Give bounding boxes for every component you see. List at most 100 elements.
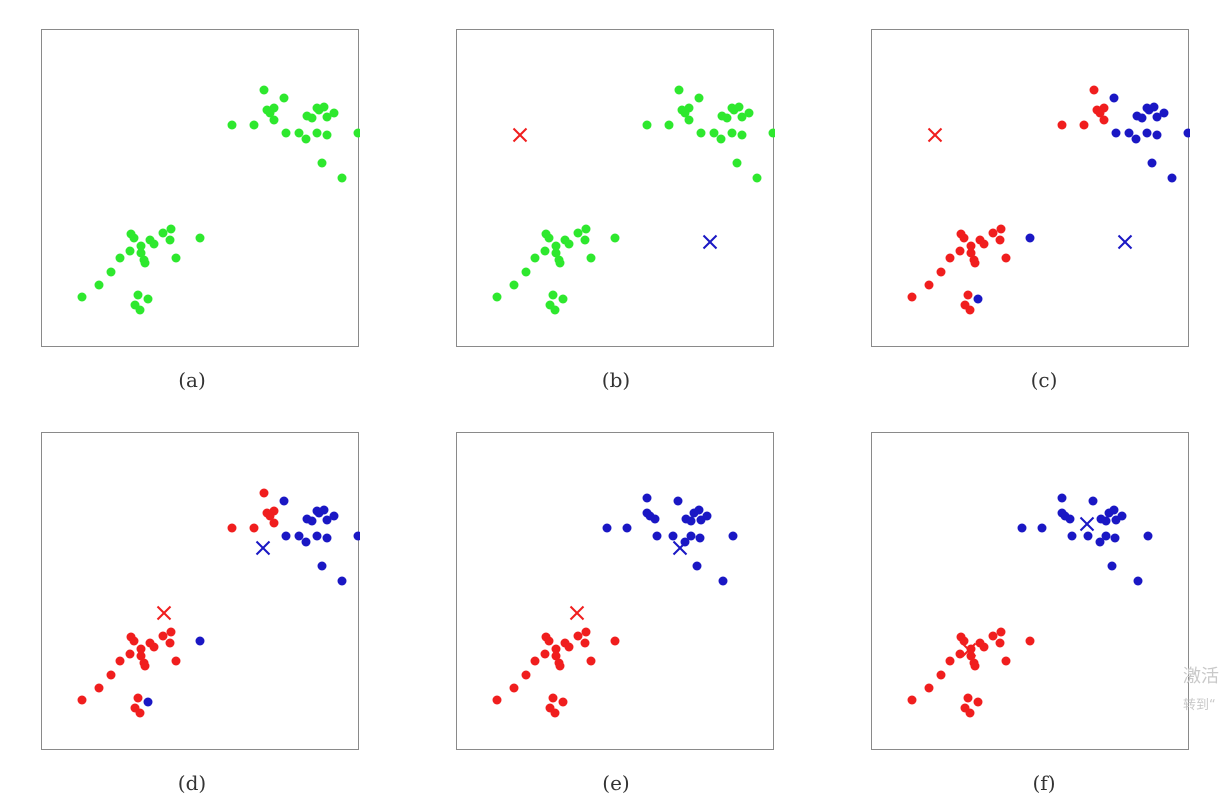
centroid-marker-blue xyxy=(702,234,718,250)
scatter-plot-a xyxy=(77,85,360,315)
data-point-green xyxy=(732,158,742,168)
data-point-red xyxy=(530,656,540,666)
data-point-green xyxy=(166,224,176,234)
data-point-green xyxy=(115,253,125,263)
data-point-blue xyxy=(686,516,696,526)
data-point-red xyxy=(509,683,519,693)
centroid-marker-red xyxy=(961,642,977,658)
data-point-red xyxy=(555,661,565,671)
data-point-green xyxy=(642,120,652,130)
data-point-blue xyxy=(702,511,712,521)
data-point-green xyxy=(716,134,726,144)
data-point-blue xyxy=(1143,531,1153,541)
data-point-red xyxy=(610,636,620,646)
data-point-red xyxy=(973,697,983,707)
data-point-red xyxy=(996,224,1006,234)
data-point-red xyxy=(995,638,1005,648)
data-point-red xyxy=(995,235,1005,245)
data-point-red xyxy=(540,649,550,659)
data-point-red xyxy=(936,267,946,277)
data-point-green xyxy=(195,233,205,243)
panel-label-f: (f) xyxy=(1032,771,1056,795)
data-point-green xyxy=(734,102,744,112)
data-point-green xyxy=(77,292,87,302)
scatter-panel-a xyxy=(41,29,360,347)
data-point-red xyxy=(1001,253,1011,263)
data-point-blue xyxy=(1183,128,1190,138)
data-point-green xyxy=(530,253,540,263)
data-point-green xyxy=(279,93,289,103)
data-point-green xyxy=(149,239,159,249)
scatter-panel-f xyxy=(871,432,1189,750)
activation-watermark-line1: 激活 xyxy=(1183,666,1219,687)
data-point-blue xyxy=(686,531,696,541)
data-point-green xyxy=(722,113,732,123)
data-point-red xyxy=(586,656,596,666)
data-point-red xyxy=(558,697,568,707)
data-point-red xyxy=(1095,108,1105,118)
data-point-green xyxy=(551,248,561,258)
data-point-blue xyxy=(622,523,632,533)
data-point-blue xyxy=(668,531,678,541)
panel-label-c: (c) xyxy=(1030,368,1058,392)
data-point-blue xyxy=(195,636,205,646)
data-point-red xyxy=(1089,85,1099,95)
data-point-green xyxy=(550,305,560,315)
data-point-red xyxy=(581,627,591,637)
data-point-green xyxy=(265,108,275,118)
data-point-blue xyxy=(329,511,339,521)
data-point-green xyxy=(680,108,690,118)
data-point-blue xyxy=(319,505,329,515)
data-point-red xyxy=(551,644,561,654)
data-point-blue xyxy=(695,533,705,543)
data-point-red xyxy=(988,228,998,238)
data-point-green xyxy=(281,128,291,138)
data-point-blue xyxy=(1147,158,1157,168)
centroid-marker-blue xyxy=(255,540,271,556)
data-point-green xyxy=(329,108,339,118)
data-point-green xyxy=(548,290,558,300)
data-point-red xyxy=(265,511,275,521)
data-point-blue xyxy=(279,496,289,506)
data-point-blue xyxy=(317,561,327,571)
scatter-plot-b xyxy=(492,85,775,315)
data-point-blue xyxy=(673,496,683,506)
panel-label-b: (b) xyxy=(601,368,631,392)
data-point-blue xyxy=(1124,128,1134,138)
data-point-red xyxy=(140,661,150,671)
data-point-red xyxy=(136,651,146,661)
data-point-green xyxy=(140,258,150,268)
data-point-red xyxy=(129,636,139,646)
data-point-green xyxy=(737,130,747,140)
data-point-green xyxy=(694,93,704,103)
activation-watermark-line2: 转到“ xyxy=(1183,698,1216,713)
scatter-plot-e xyxy=(492,493,738,718)
data-point-green xyxy=(744,108,754,118)
data-point-green xyxy=(165,235,175,245)
data-point-blue xyxy=(973,294,983,304)
data-point-blue xyxy=(1101,531,1111,541)
data-point-red xyxy=(959,636,969,646)
data-point-green xyxy=(269,115,279,125)
data-point-red xyxy=(965,305,975,315)
data-point-green xyxy=(301,134,311,144)
data-point-green xyxy=(337,173,347,183)
data-point-red xyxy=(924,280,934,290)
data-point-green xyxy=(171,253,181,263)
data-point-green xyxy=(317,158,327,168)
data-point-red xyxy=(259,488,269,498)
data-point-red xyxy=(521,670,531,680)
data-point-green xyxy=(664,120,674,130)
data-point-blue xyxy=(1149,102,1159,112)
data-point-red xyxy=(133,693,143,703)
data-point-blue xyxy=(650,514,660,524)
data-point-red xyxy=(106,670,116,680)
data-point-red xyxy=(548,693,558,703)
data-point-green xyxy=(129,233,139,243)
data-point-blue xyxy=(718,576,728,586)
data-point-blue xyxy=(642,493,652,503)
data-point-red xyxy=(1079,120,1089,130)
data-point-green xyxy=(307,113,317,123)
scatter-panel-e xyxy=(456,432,774,750)
data-point-red xyxy=(544,636,554,646)
